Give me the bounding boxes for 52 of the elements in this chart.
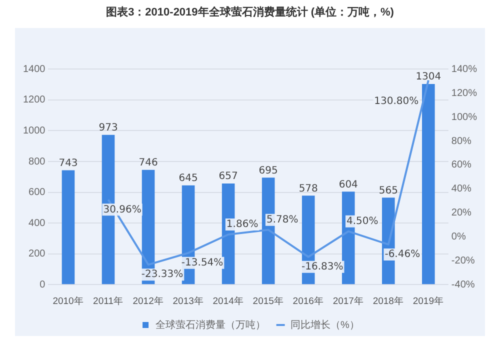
y2-tick-label: -20% [451,255,475,266]
data-label: 973 [98,122,118,134]
bar [422,84,435,284]
legend-label: 同比增长（%） [290,318,360,331]
y2-tick-label: 100% [451,112,478,123]
data-label: 1.86% [226,219,258,230]
x-tick-label: 2016年 [292,294,324,307]
data-label: 695 [258,165,278,176]
y-tick-label: 400 [28,218,46,229]
data-label: 743 [58,158,78,169]
data-label: 604 [338,179,358,190]
x-tick-label: 2011年 [93,294,124,307]
y-tick-label: 1000 [22,125,46,136]
x-tick-label: 2015年 [252,294,284,307]
x-tick-label: 2010年 [52,294,84,307]
y-tick-label: 0 [40,279,46,290]
x-tick-label: 2012年 [132,294,164,307]
data-label: 645 [178,172,198,184]
y2-tick-label: 120% [451,88,478,99]
y2-tick-label: 20% [451,208,472,219]
y-tick-label: 600 [28,187,46,198]
data-label: -23.33% [141,269,184,280]
x-tick-label: 2019年 [412,294,444,307]
y2-tick-label: -40% [451,279,475,290]
x-tick-label: 2017年 [332,294,364,307]
data-label: 746 [138,157,158,168]
data-label: 1304 [416,72,442,83]
y-tick-label: 200 [28,248,46,260]
x-tick-label: 2014年 [212,294,244,307]
y-tick-label: 1200 [22,94,46,106]
y2-tick-label: 80% [451,136,472,147]
y-tick-label: 800 [28,156,46,168]
y2-tick-label: 40% [451,184,472,195]
data-label: -13.54% [181,258,224,269]
data-label: 578 [298,183,318,194]
data-label: -6.46% [384,249,420,260]
bar [62,170,75,284]
y2-tick-label: 60% [451,160,472,171]
chart-title: 图表3：2010-2019年全球萤石消费量统计 (单位：万吨，%) [106,6,394,19]
y2-tick-label: 140% [451,64,478,75]
x-tick-label: 2013年 [172,294,204,307]
legend-label: 全球萤石消费量（万吨） [156,318,266,331]
data-label: 657 [218,171,238,182]
data-label: 565 [378,185,398,196]
data-label: 30.96% [103,204,142,216]
data-label: 5.78% [266,214,298,226]
y-tick-label: 1400 [22,64,46,75]
data-label: 4.50% [346,216,378,227]
y2-tick-label: 0% [451,231,466,242]
x-tick-label: 2018年 [372,294,404,307]
data-label: 130.80% [374,96,419,107]
data-label: -16.83% [301,261,344,272]
